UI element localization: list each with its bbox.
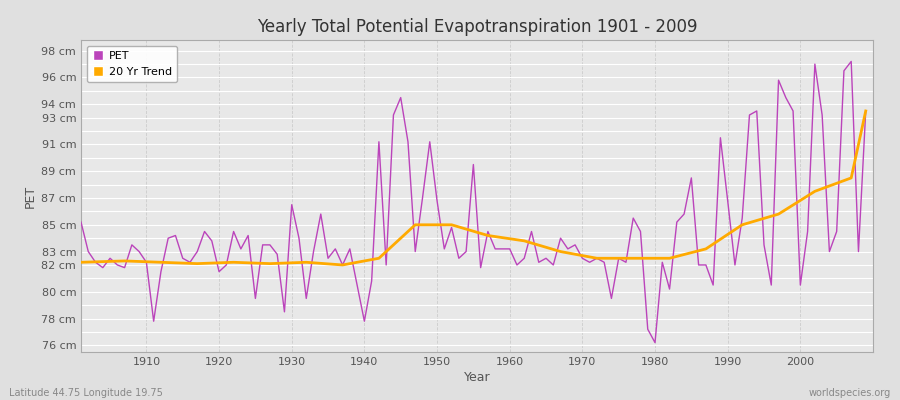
Text: Latitude 44.75 Longitude 19.75: Latitude 44.75 Longitude 19.75 [9,388,163,398]
Text: worldspecies.org: worldspecies.org [809,388,891,398]
Legend: PET, 20 Yr Trend: PET, 20 Yr Trend [86,46,177,82]
X-axis label: Year: Year [464,371,490,384]
Y-axis label: PET: PET [24,184,37,208]
Title: Yearly Total Potential Evapotranspiration 1901 - 2009: Yearly Total Potential Evapotranspiratio… [256,18,698,36]
